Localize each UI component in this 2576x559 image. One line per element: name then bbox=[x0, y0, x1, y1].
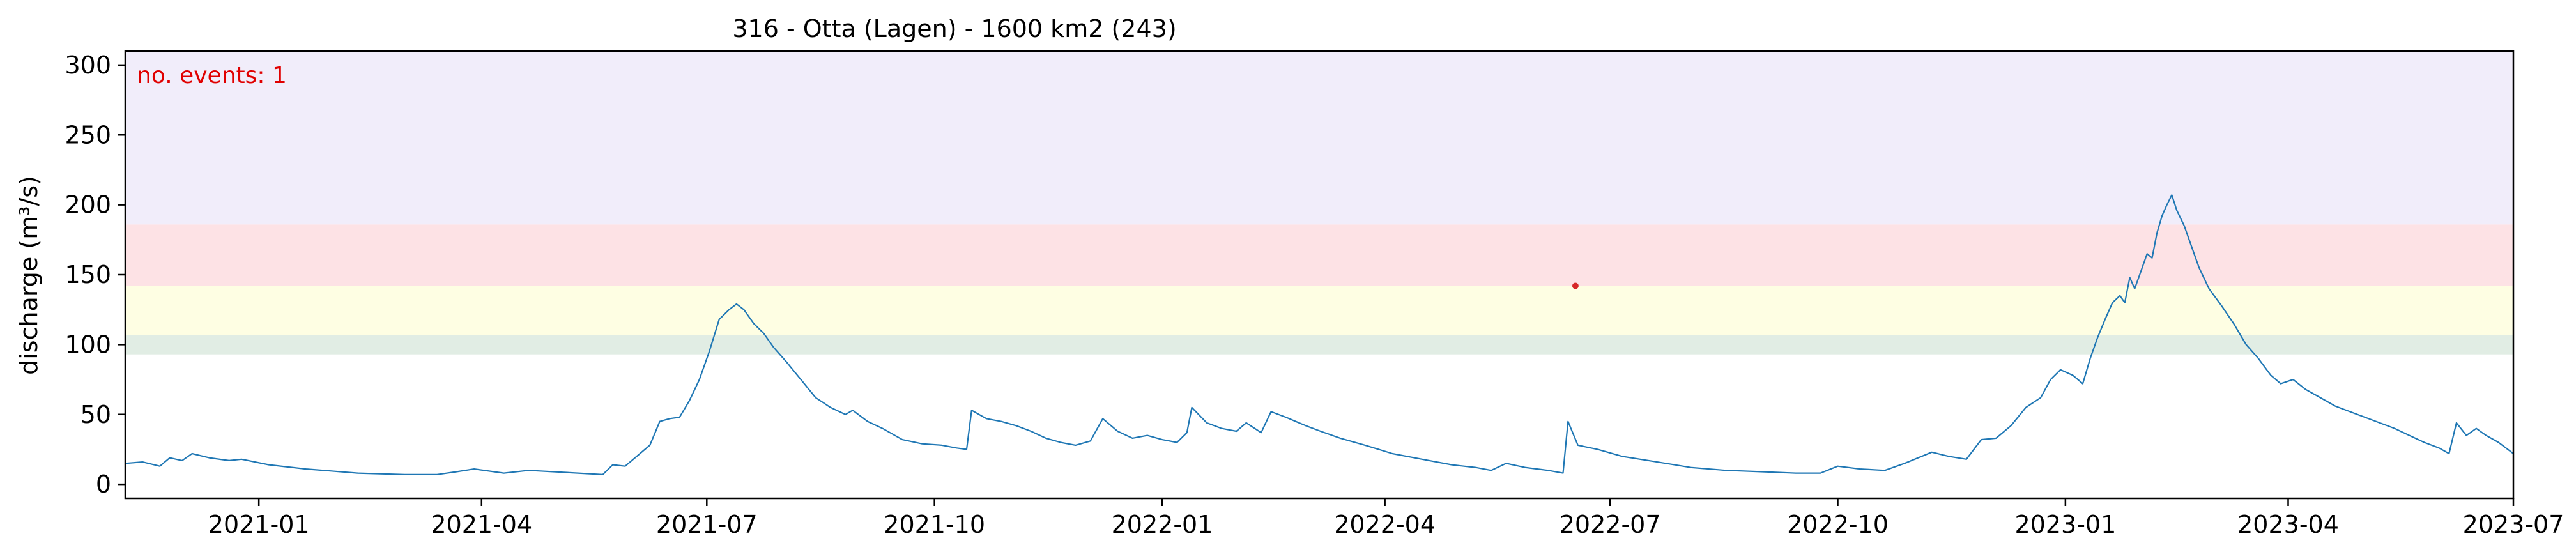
y-tick-label: 150 bbox=[65, 261, 111, 289]
threshold-band-3 bbox=[125, 224, 2513, 286]
x-tick-label: 2023-04 bbox=[2237, 510, 2339, 539]
y-tick-label: 100 bbox=[65, 330, 111, 358]
threshold-band-1 bbox=[125, 335, 2513, 355]
x-tick-label: 2022-04 bbox=[1334, 510, 1436, 539]
x-tick-label: 2021-04 bbox=[431, 510, 532, 539]
event-marker-point bbox=[1572, 282, 1579, 289]
x-tick-label: 2021-01 bbox=[208, 510, 310, 539]
x-axis-ticks: 2021-01 2021-04 2021-07 2021-10 2022-01 2022-… bbox=[208, 498, 2564, 539]
threshold-bands bbox=[125, 51, 2513, 355]
y-axis-ticks: 0 50 100 150 200 250 300 bbox=[65, 51, 125, 498]
x-tick-label: 2022-01 bbox=[1112, 510, 1213, 539]
x-tick-label: 2021-07 bbox=[656, 510, 758, 539]
y-tick-label: 50 bbox=[80, 401, 111, 429]
y-tick-label: 0 bbox=[96, 470, 111, 498]
events-annotation: no. events: 1 bbox=[137, 63, 287, 89]
x-tick-label: 2021-10 bbox=[884, 510, 985, 539]
x-tick-label: 2023-01 bbox=[2014, 510, 2116, 539]
discharge-series-line bbox=[125, 194, 2514, 475]
y-tick-label: 200 bbox=[65, 191, 111, 219]
y-tick-label: 300 bbox=[65, 51, 111, 79]
event-markers bbox=[1572, 282, 1579, 289]
threshold-band-4 bbox=[125, 51, 2513, 225]
y-tick-label: 250 bbox=[65, 121, 111, 149]
x-tick-label: 2022-07 bbox=[1560, 510, 1661, 539]
threshold-band-2 bbox=[125, 286, 2513, 335]
chart-title: 316 - Otta (Lagen) - 1600 km2 (243) bbox=[732, 15, 1176, 43]
x-tick-label: 2023-07 bbox=[2463, 510, 2564, 539]
y-axis-label: discharge (m³/s) bbox=[15, 176, 43, 375]
x-tick-label: 2022-10 bbox=[1787, 510, 1889, 539]
series-layer bbox=[125, 194, 2514, 475]
